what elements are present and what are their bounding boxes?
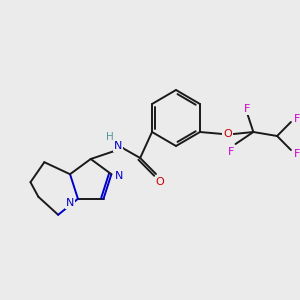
- Text: H: H: [106, 132, 113, 142]
- Text: F: F: [244, 104, 250, 114]
- Text: F: F: [227, 147, 234, 157]
- Text: N: N: [115, 171, 124, 181]
- Text: N: N: [66, 198, 74, 208]
- Text: O: O: [156, 177, 164, 187]
- Text: F: F: [294, 149, 300, 159]
- Text: N: N: [114, 141, 123, 151]
- Text: F: F: [294, 114, 300, 124]
- Text: O: O: [223, 129, 232, 139]
